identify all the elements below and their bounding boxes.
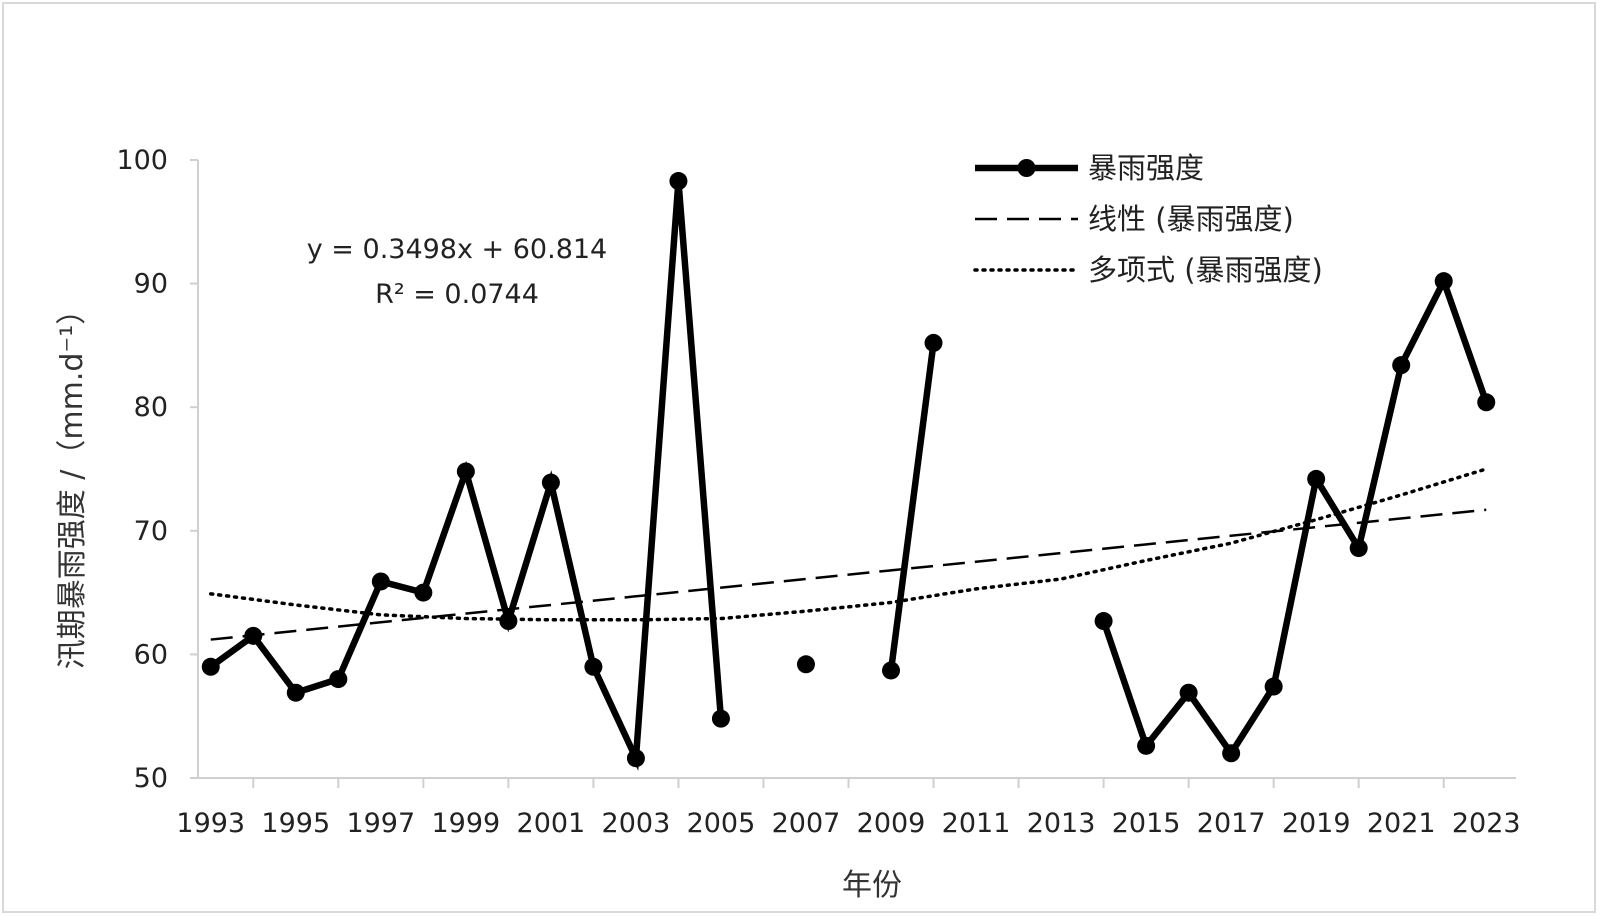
regression-equation: y = 0.3498x + 60.814	[307, 234, 607, 265]
x-tick-label: 2005	[687, 808, 756, 839]
x-tick-label: 2021	[1367, 808, 1436, 839]
x-tick-label: 2017	[1197, 808, 1266, 839]
data-point	[1349, 539, 1368, 558]
data-point	[286, 683, 305, 702]
data-point	[924, 333, 943, 352]
rainfall-intensity-line	[887, 342, 937, 671]
x-tick-label: 2007	[772, 808, 841, 839]
legend-label: 多项式 (暴雨强度)	[1088, 253, 1323, 287]
x-tick-label: 2013	[1027, 808, 1096, 839]
y-tick-label: 60	[134, 639, 168, 670]
polynomial-trend-line	[209, 467, 1488, 622]
x-tick-label: 2001	[517, 808, 586, 839]
x-tick-label: 2015	[1112, 808, 1181, 839]
data-point	[1392, 356, 1411, 375]
data-point	[882, 661, 901, 680]
legend-marker-intensity	[1017, 159, 1036, 177]
y-tick-label: 70	[134, 516, 168, 547]
data-point	[456, 462, 475, 481]
y-tick-label: 80	[134, 392, 168, 423]
x-tick-label: 2019	[1282, 808, 1351, 839]
x-tick-label: 1995	[261, 808, 330, 839]
x-tick-label: 1999	[431, 808, 500, 839]
data-point	[541, 473, 560, 492]
data-point	[584, 657, 603, 676]
data-point	[201, 657, 220, 676]
x-tick-label: 2003	[602, 808, 671, 839]
legend-label: 暴雨强度	[1088, 151, 1204, 185]
data-point	[711, 709, 730, 728]
data-point	[669, 172, 688, 191]
r-squared: R² = 0.0744	[375, 279, 539, 310]
x-tick-label: 2023	[1452, 808, 1521, 839]
x-tick-label: 1997	[346, 808, 415, 839]
data-point	[414, 583, 433, 602]
y-axis-title: 汛期暴雨强度 /（mm.d⁻¹）	[55, 295, 90, 670]
data-point	[1094, 612, 1113, 631]
data-point	[1179, 683, 1198, 702]
legend-label: 线性 (暴雨强度)	[1088, 202, 1294, 236]
data-point	[329, 670, 348, 689]
y-tick-label: 100	[116, 145, 168, 176]
series-layer	[201, 172, 1496, 771]
y-tick-label: 50	[134, 763, 168, 794]
data-point	[1264, 677, 1283, 696]
data-point	[1477, 393, 1496, 412]
data-point	[499, 612, 518, 631]
x-axis-title: 年份	[842, 868, 902, 903]
data-point	[1434, 272, 1453, 291]
data-point	[626, 749, 645, 768]
data-point	[1137, 736, 1156, 755]
data-point	[1307, 469, 1326, 488]
axes: 50 60 70 80 90 100 1993 1995 1997 1999 2001 2003 200…	[116, 145, 1520, 839]
x-tick-label: 2009	[857, 808, 926, 839]
data-point	[244, 626, 263, 645]
data-point	[371, 572, 390, 591]
data-point	[796, 655, 815, 674]
x-tick-label: 1993	[176, 808, 245, 839]
y-tick-label: 90	[134, 269, 168, 300]
x-tick-label: 2011	[942, 808, 1011, 839]
rainfall-intensity-line	[1100, 272, 1490, 760]
data-point	[1222, 744, 1241, 763]
